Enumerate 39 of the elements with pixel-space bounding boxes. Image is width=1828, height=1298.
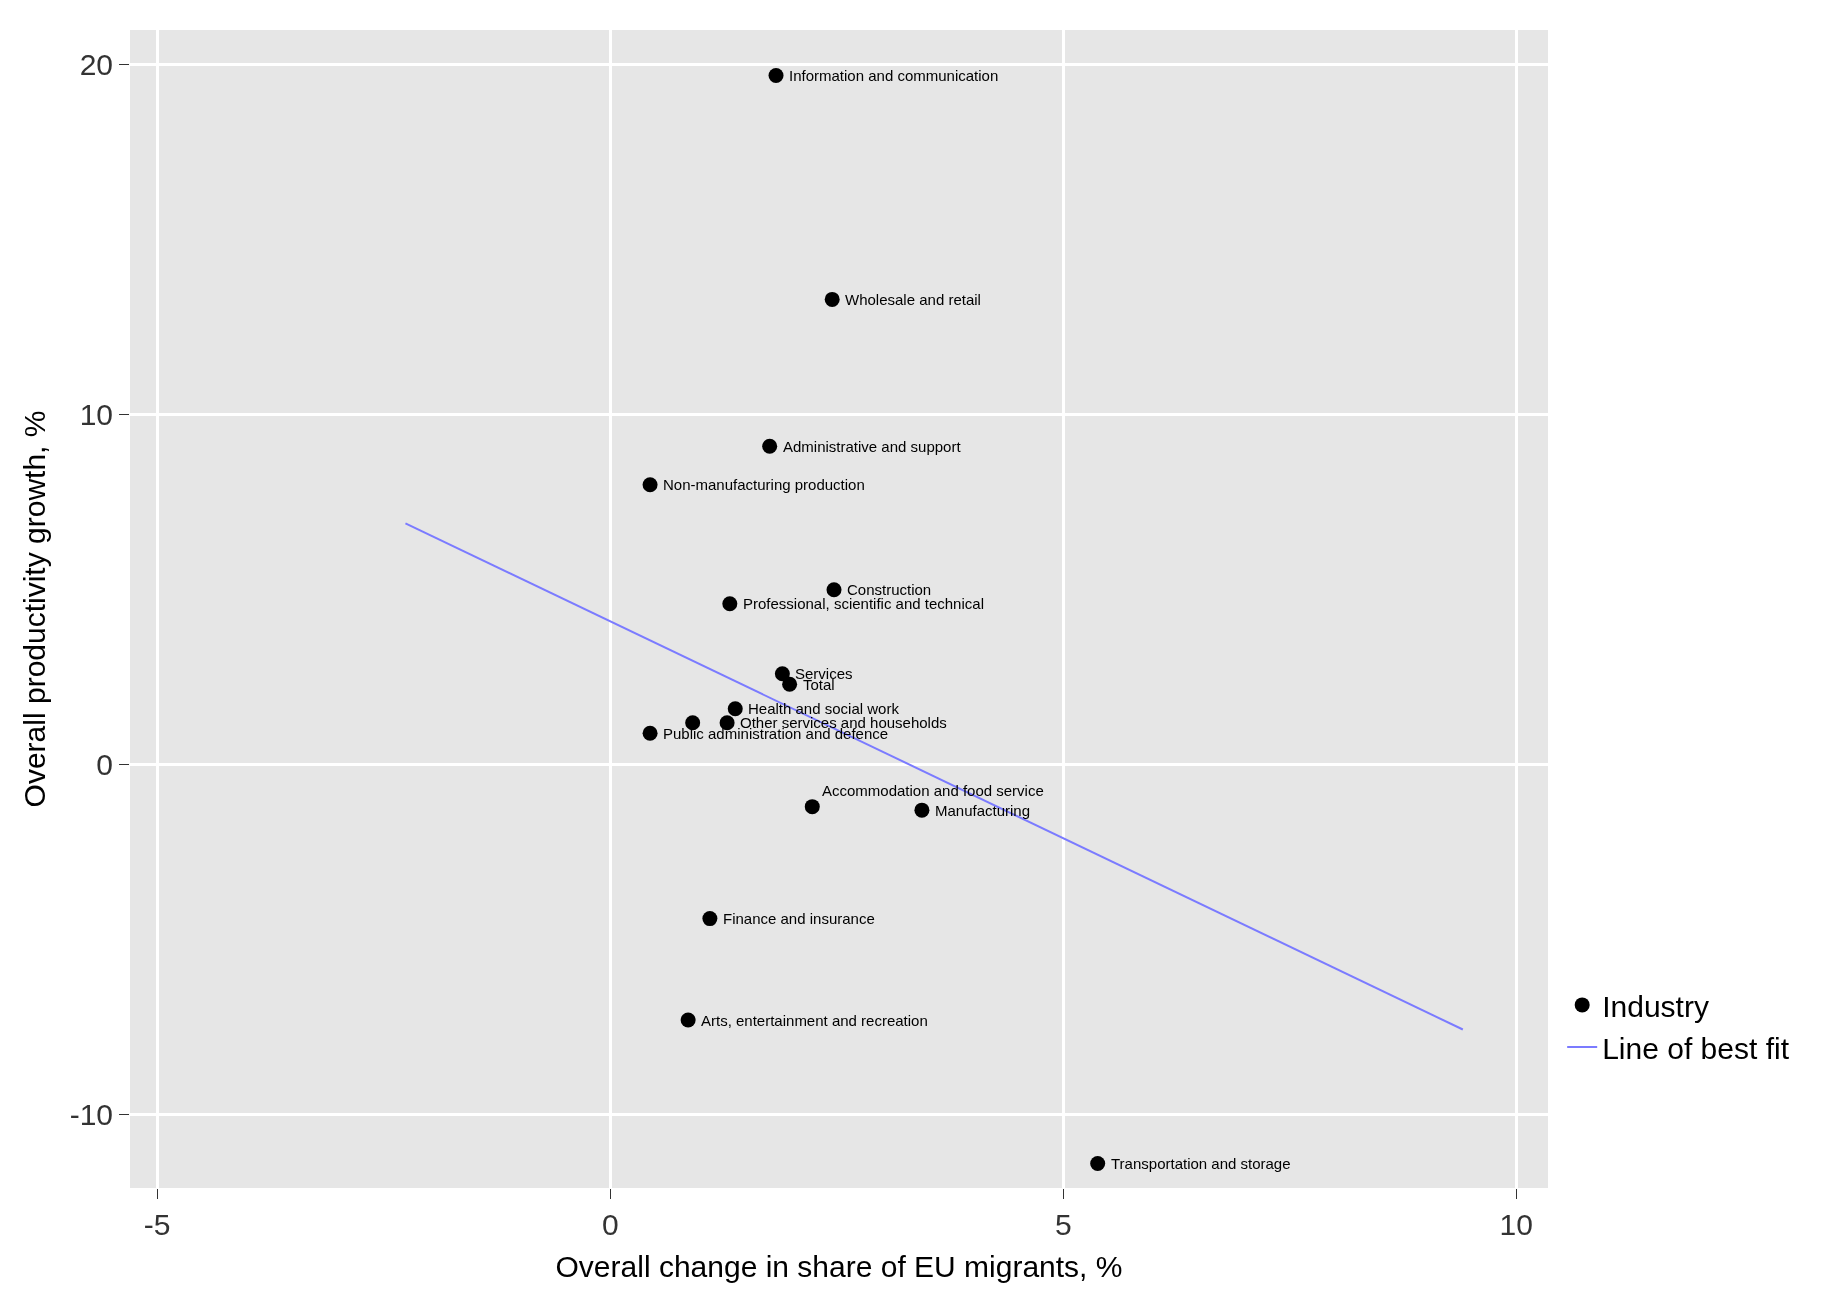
point: [727, 701, 743, 717]
point: [914, 802, 930, 818]
annotation: Transportation and storage: [1111, 1155, 1291, 1172]
x-tick-label: -5: [143, 1208, 171, 1241]
point: [702, 911, 718, 927]
y-tick-label: -10: [69, 1098, 113, 1132]
y-tick-label: 0: [96, 748, 113, 782]
annotation: Administrative and support: [783, 438, 962, 455]
legend-label: Industry: [1602, 989, 1709, 1023]
point: [1090, 1156, 1106, 1171]
annotation: Construction: [847, 581, 932, 598]
annotation: Information and communication: [789, 67, 999, 84]
annotation: Manufacturing: [935, 802, 1031, 819]
annotation: Non-manufacturing production: [663, 476, 865, 493]
point: [804, 799, 820, 815]
point: [642, 725, 658, 741]
point: [642, 477, 658, 493]
annotation: Health and social work: [748, 700, 900, 717]
x-tick-label: 0: [601, 1208, 619, 1241]
point: [774, 666, 790, 682]
annotation: Professional, scientific and technical: [743, 595, 984, 612]
x-tick-label: 5: [1054, 1208, 1072, 1241]
annotation: Wholesale and retail: [845, 291, 981, 308]
point: [824, 291, 840, 307]
y-axis-title: Overall productivity growth, %: [17, 410, 51, 808]
legend-label: Line of best fit: [1602, 1031, 1790, 1065]
y-tick-label: 10: [79, 398, 113, 432]
point: [722, 596, 738, 612]
point: [782, 676, 798, 692]
y-tick-label: 20: [79, 48, 113, 82]
annotation: Finance and insurance: [723, 910, 875, 927]
point: [768, 67, 784, 83]
annotation: Accommodation and food service: [822, 782, 1044, 799]
point: [680, 1012, 696, 1028]
annotation: Arts, entertainment and recreation: [701, 1012, 928, 1029]
x-axis-title: Overall change in share of EU migrants, %: [555, 1249, 1123, 1283]
x-tick-label: 10: [1499, 1208, 1533, 1241]
point: [826, 582, 842, 598]
point: [762, 438, 778, 454]
